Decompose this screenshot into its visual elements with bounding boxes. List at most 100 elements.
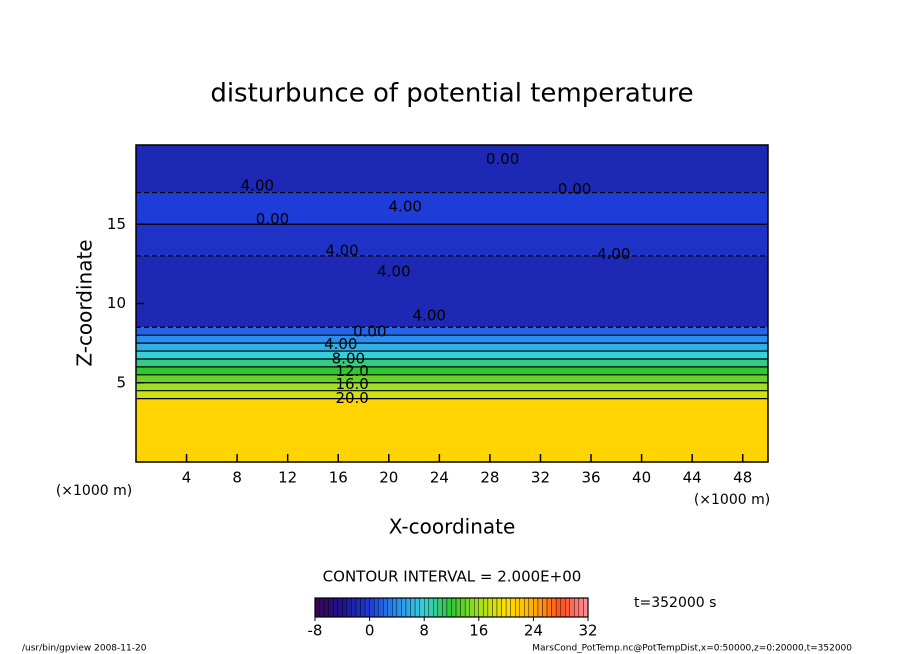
contour-label: 4.00 (324, 335, 357, 353)
colorbar-cell (524, 597, 530, 618)
colorbar-cell (328, 597, 334, 618)
x-tick-label: 8 (232, 469, 242, 487)
colorbar-tick-label: -8 (308, 622, 323, 640)
x-tick-label: 4 (182, 469, 192, 487)
contour-label: 4.00 (413, 307, 446, 325)
colorbar-cell (437, 597, 443, 618)
colorbar-cell (419, 597, 425, 618)
footer: /usr/bin/gpview 2008-11-20 (22, 644, 147, 654)
colorbar-tick-label: 8 (419, 622, 429, 640)
contour-interval: CONTOUR INTERVAL = 2.000E+00 (323, 568, 582, 586)
colorbar-cell (583, 597, 589, 618)
colorbar-cell (478, 597, 484, 618)
x-tick-label: 20 (379, 469, 398, 487)
field-layer (136, 398, 768, 462)
colorbar-cell (369, 597, 375, 618)
x-tick-label: 36 (581, 469, 600, 487)
field-layer (136, 255, 768, 328)
colorbar-cell (483, 597, 489, 618)
colorbar-cell (569, 597, 575, 618)
colorbar-cell (346, 597, 352, 618)
colorbar-cell (387, 597, 393, 618)
x-tick-label: 48 (733, 469, 752, 487)
field-layer (136, 374, 768, 383)
colorbar-cell (414, 597, 420, 618)
colorbar-cell (319, 597, 325, 618)
field-layer (136, 192, 768, 225)
field-layer (136, 351, 768, 359)
colorbar-cell (574, 597, 580, 618)
colorbar-cell (337, 597, 343, 618)
contour-label: 8.00 (332, 349, 365, 367)
x-tick-label: 24 (430, 469, 449, 487)
colorbar-tick-label: 16 (469, 622, 488, 640)
colorbar-cell (546, 597, 552, 618)
field-layer (136, 335, 768, 344)
field-layer (136, 358, 768, 367)
x-unit: (×1000 m) (56, 483, 132, 499)
contour-label: 4.00 (241, 177, 274, 195)
x-axis-label: X-coordinate (389, 515, 516, 539)
colorbar-cell (528, 597, 534, 618)
colorbar-cell (560, 597, 566, 618)
colorbar-cell (401, 597, 407, 618)
contour-label: 0.00 (558, 180, 591, 198)
colorbar-cell (505, 597, 511, 618)
colorbar-cell (392, 597, 398, 618)
colorbar-cell (446, 597, 452, 618)
contour-label: 16.0 (335, 375, 368, 393)
colorbar-cell (533, 597, 539, 618)
colorbar-cell (410, 597, 416, 618)
contour-label: 4.00 (597, 245, 630, 263)
contour-label: 20.0 (335, 389, 368, 407)
contour-label: 4.00 (389, 197, 422, 215)
contour-label: 0.00 (256, 210, 289, 228)
colorbar-cell (565, 597, 571, 618)
field-layer (136, 145, 768, 193)
colorbar-cell (355, 597, 361, 618)
colorbar-cell (474, 597, 480, 618)
time-label: t=352000 s (634, 595, 716, 611)
colorbar-cell (342, 597, 348, 618)
contour-label: 4.00 (377, 262, 410, 280)
x-tick-label: 44 (683, 469, 702, 487)
colorbar-cell (496, 597, 502, 618)
colorbar-cell (373, 597, 379, 618)
field-layer (136, 224, 768, 256)
contour-label: 0.00 (486, 150, 519, 168)
field-layer (136, 343, 768, 352)
colorbar-cell (492, 597, 498, 618)
colorbar-cell (487, 597, 493, 618)
x-tick-label: 40 (632, 469, 651, 487)
y-tick-label: 15 (107, 215, 126, 233)
colorbar-tick-label: 24 (524, 622, 543, 640)
colorbar-cell (515, 597, 520, 618)
colorbar-cell (364, 597, 370, 618)
colorbar-frame (314, 597, 589, 618)
colorbar-cell (510, 597, 516, 618)
chart-title: disturbunce of potential temperature (210, 79, 693, 109)
contour-label: 4.00 (325, 242, 358, 260)
colorbar-cell (542, 597, 548, 618)
x-tick-label: 28 (480, 469, 499, 487)
colorbar-cell (501, 597, 507, 618)
y-tick-label: 10 (107, 294, 126, 312)
colorbar-cell (405, 597, 411, 618)
colorbar-cell (378, 597, 384, 618)
colorbar-tick-label: 32 (578, 622, 597, 640)
colorbar-cell (455, 597, 461, 618)
x-unit: (×1000 m) (694, 492, 770, 508)
y-axis-label: Z-coordinate (73, 239, 97, 366)
colorbar-cell (537, 597, 543, 618)
colorbar-cell (578, 597, 584, 618)
colorbar-cell (424, 597, 429, 618)
contour-label: 0.00 (353, 323, 386, 341)
field-layer (136, 382, 768, 391)
colorbar-cell (383, 597, 389, 618)
colorbar-cell (396, 597, 402, 618)
colorbar-cell (433, 597, 439, 618)
colorbar-cell (551, 597, 557, 618)
colorbar-cell (360, 597, 366, 618)
colorbar-cell (442, 597, 448, 618)
